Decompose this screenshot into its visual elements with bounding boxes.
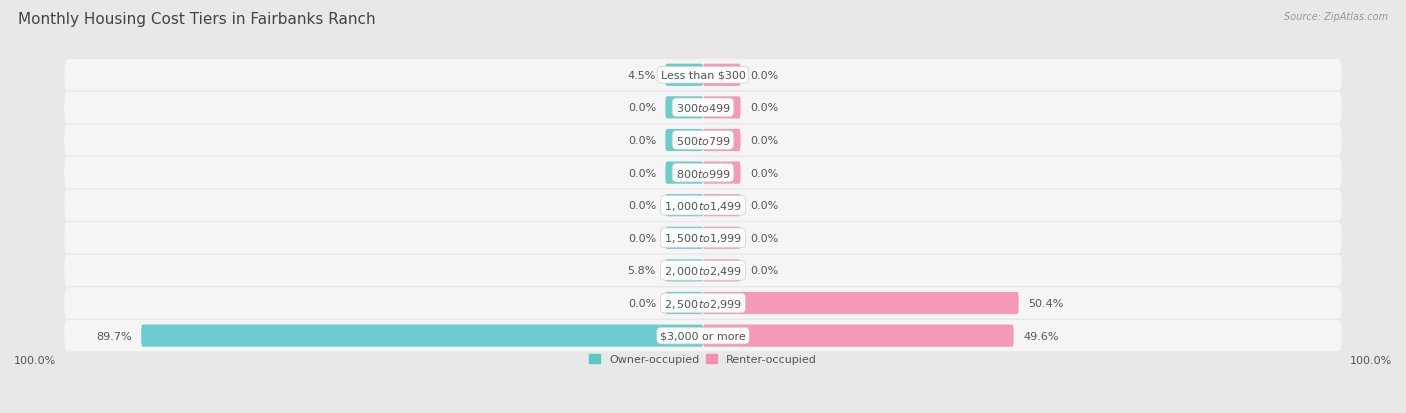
FancyBboxPatch shape (665, 195, 703, 217)
Text: 49.6%: 49.6% (1024, 331, 1059, 341)
FancyBboxPatch shape (65, 223, 1341, 254)
Text: 5.8%: 5.8% (627, 266, 657, 276)
Text: 0.0%: 0.0% (749, 201, 779, 211)
FancyBboxPatch shape (703, 64, 741, 87)
FancyBboxPatch shape (665, 64, 703, 87)
FancyBboxPatch shape (703, 260, 741, 282)
Text: 0.0%: 0.0% (627, 103, 657, 113)
FancyBboxPatch shape (65, 287, 1341, 319)
FancyBboxPatch shape (703, 162, 741, 184)
Text: Monthly Housing Cost Tiers in Fairbanks Ranch: Monthly Housing Cost Tiers in Fairbanks … (18, 12, 375, 27)
Text: 0.0%: 0.0% (749, 103, 779, 113)
Text: $2,000 to $2,499: $2,000 to $2,499 (664, 264, 742, 277)
Text: 0.0%: 0.0% (627, 201, 657, 211)
Text: 100.0%: 100.0% (1350, 355, 1392, 365)
FancyBboxPatch shape (665, 162, 703, 184)
Text: 0.0%: 0.0% (749, 135, 779, 146)
FancyBboxPatch shape (65, 93, 1341, 124)
FancyBboxPatch shape (65, 255, 1341, 286)
Legend: Owner-occupied, Renter-occupied: Owner-occupied, Renter-occupied (589, 354, 817, 364)
Text: 0.0%: 0.0% (627, 168, 657, 178)
Text: $1,500 to $1,999: $1,500 to $1,999 (664, 232, 742, 244)
Text: 100.0%: 100.0% (14, 355, 56, 365)
FancyBboxPatch shape (665, 260, 703, 282)
Text: 0.0%: 0.0% (627, 135, 657, 146)
FancyBboxPatch shape (65, 125, 1341, 156)
FancyBboxPatch shape (703, 130, 741, 152)
Text: 0.0%: 0.0% (749, 266, 779, 276)
Text: 50.4%: 50.4% (1028, 298, 1063, 308)
FancyBboxPatch shape (665, 97, 703, 119)
FancyBboxPatch shape (141, 325, 703, 347)
Text: 0.0%: 0.0% (749, 71, 779, 81)
FancyBboxPatch shape (665, 292, 703, 314)
Text: Less than $300: Less than $300 (661, 71, 745, 81)
Text: $1,000 to $1,499: $1,000 to $1,499 (664, 199, 742, 212)
FancyBboxPatch shape (65, 190, 1341, 221)
Text: $300 to $499: $300 to $499 (675, 102, 731, 114)
Text: $800 to $999: $800 to $999 (675, 167, 731, 179)
FancyBboxPatch shape (703, 195, 741, 217)
FancyBboxPatch shape (665, 130, 703, 152)
FancyBboxPatch shape (703, 292, 1019, 314)
FancyBboxPatch shape (65, 60, 1341, 91)
Text: 0.0%: 0.0% (627, 233, 657, 243)
Text: 4.5%: 4.5% (627, 71, 657, 81)
Text: Source: ZipAtlas.com: Source: ZipAtlas.com (1284, 12, 1388, 22)
FancyBboxPatch shape (703, 97, 741, 119)
FancyBboxPatch shape (665, 227, 703, 249)
Text: $3,000 or more: $3,000 or more (661, 331, 745, 341)
Text: $500 to $799: $500 to $799 (675, 135, 731, 147)
Text: 89.7%: 89.7% (96, 331, 132, 341)
Text: 0.0%: 0.0% (627, 298, 657, 308)
FancyBboxPatch shape (703, 227, 741, 249)
FancyBboxPatch shape (703, 325, 1014, 347)
Text: 0.0%: 0.0% (749, 168, 779, 178)
FancyBboxPatch shape (65, 157, 1341, 189)
Text: $2,500 to $2,999: $2,500 to $2,999 (664, 297, 742, 310)
FancyBboxPatch shape (65, 320, 1341, 351)
Text: 0.0%: 0.0% (749, 233, 779, 243)
